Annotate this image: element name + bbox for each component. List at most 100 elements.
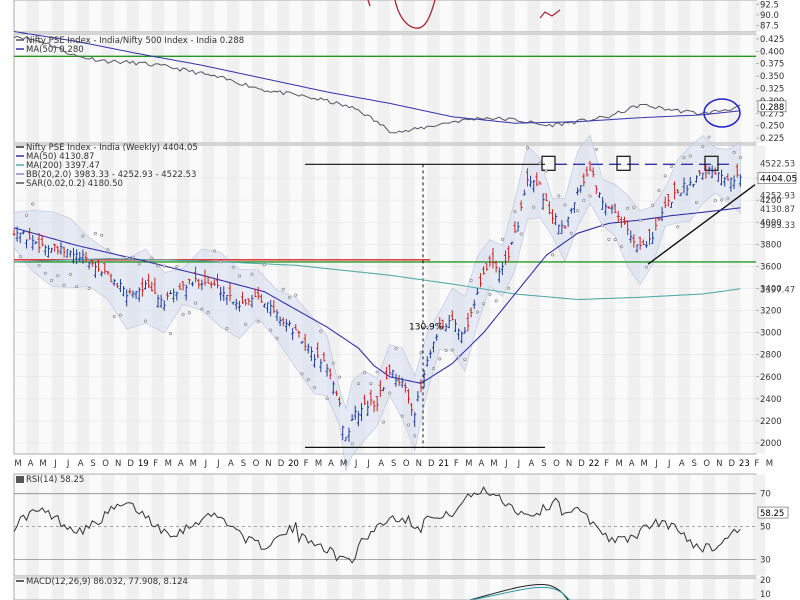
rs-tick-label: 0.325 — [760, 85, 784, 95]
price-legend-item: SAR(0.02,0.2) 4180.50 — [26, 179, 123, 189]
sar-dot — [588, 194, 592, 198]
rsi-panel-band — [727, 474, 741, 576]
rsi-panel-band — [502, 474, 515, 576]
price-right-label: 4404.05 — [760, 175, 797, 185]
x-month-label: A — [178, 459, 184, 469]
sar-dot — [457, 355, 461, 359]
rs-tick-label: 0.400 — [760, 47, 784, 57]
x-month-label: M — [490, 459, 497, 469]
relative-strength-panel-band — [702, 34, 716, 143]
price-legend-item: MA(50) 4130.87 — [26, 152, 94, 162]
top-tick-label: 92.5 — [760, 0, 779, 10]
sar-dot — [720, 198, 724, 202]
price-legend-item: Nifty PSE Index - India (Weekly) 4404.05 — [26, 143, 198, 153]
sar-dot — [231, 266, 235, 270]
sar-dot — [432, 367, 436, 371]
rsi-panel-band — [352, 474, 365, 576]
price-panel-band — [552, 145, 566, 454]
sar-dot — [676, 225, 680, 229]
price-panel-band — [26, 145, 40, 454]
top-oscillator-panel-band — [602, 0, 616, 32]
relative-strength-panel-band — [377, 34, 390, 143]
price-legend-item: BB(20,2.0) 3983.33 - 4252.93 - 4522.53 — [26, 170, 196, 180]
sar-dot — [532, 205, 536, 209]
sar-dot — [187, 311, 191, 315]
sar-dot — [275, 336, 279, 340]
top-oscillator-panel-band — [502, 0, 515, 32]
x-month-label: N — [115, 459, 121, 469]
x-month-label: F — [153, 459, 158, 469]
macd-panel-band — [652, 578, 666, 600]
x-month-label: J — [667, 459, 671, 469]
rsi-panel-band — [577, 474, 591, 576]
top-oscillator-panel-band — [427, 0, 440, 32]
sar-dot — [181, 312, 185, 316]
price-panel-band — [627, 145, 641, 454]
relative-strength-panel-band — [552, 34, 566, 143]
x-month-label: J — [66, 459, 70, 469]
price-panel-band — [502, 145, 515, 454]
x-month-label: M — [39, 459, 46, 469]
sar-dot — [632, 205, 636, 209]
sar-dot — [100, 233, 104, 237]
relative-strength-panel-band — [502, 34, 515, 143]
sar-dot — [206, 310, 210, 314]
sar-dot — [444, 349, 448, 353]
sar-dot — [356, 382, 360, 386]
rsi-panel-band — [527, 474, 540, 576]
macd-panel-band — [51, 578, 65, 600]
rsi-tick-label: 70 — [760, 490, 771, 500]
rsi-panel-band — [226, 474, 240, 576]
price-tick-label: 2200 — [760, 417, 782, 427]
relative-strength-panel-band — [151, 34, 165, 143]
sar-dot — [626, 206, 630, 210]
x-month-label: M — [615, 459, 622, 469]
top-oscillator-panel-band — [352, 0, 365, 32]
sar-dot — [513, 210, 517, 214]
relative-strength-panel-band — [752, 34, 766, 143]
sar-dot — [582, 198, 586, 202]
x-year-label: 23 — [739, 459, 750, 469]
percent-gain-annotation: 130.9% — [409, 322, 444, 332]
top-oscillator-panel-band — [302, 0, 315, 32]
x-month-label: D — [578, 459, 585, 469]
sar-dot — [695, 201, 699, 205]
sar-dot — [169, 332, 173, 336]
sar-dot — [162, 264, 166, 268]
x-month-label: M — [14, 459, 21, 469]
rsi-tick-label: 50 — [760, 523, 771, 533]
x-month-label: M — [640, 459, 647, 469]
sar-dot — [125, 255, 129, 259]
price-tick-label: 3600 — [760, 262, 782, 272]
rsi-tick-label: 30 — [760, 556, 771, 566]
sar-dot — [194, 301, 198, 305]
x-month-label: S — [241, 459, 246, 469]
sar-dot — [288, 296, 292, 300]
x-month-label: J — [366, 459, 370, 469]
x-month-label: J — [204, 459, 208, 469]
sar-dot — [538, 161, 542, 165]
x-month-label: N — [416, 459, 422, 469]
macd-panel-band — [627, 578, 641, 600]
x-month-label: M — [315, 459, 322, 469]
sar-dot — [682, 156, 686, 160]
sar-dot — [56, 274, 60, 278]
sar-dot — [31, 202, 35, 206]
x-month-label: J — [654, 459, 658, 469]
price-tick-label: 2600 — [760, 373, 782, 383]
macd-panel-band — [552, 578, 566, 600]
top-oscillator-panel-band — [652, 0, 666, 32]
x-month-label: F — [454, 459, 459, 469]
x-month-label: A — [629, 459, 635, 469]
sar-dot — [406, 423, 410, 427]
sar-dot — [607, 237, 611, 241]
sar-dot — [488, 292, 492, 296]
sar-dot — [313, 386, 317, 390]
x-month-label: A — [78, 459, 84, 469]
sar-dot — [250, 272, 254, 276]
sar-dot — [294, 293, 298, 297]
macd-panel-band — [502, 578, 515, 600]
rsi-panel-band — [251, 474, 265, 576]
price-tick-label: 4000 — [760, 218, 782, 228]
rsi-panel-band — [427, 474, 440, 576]
